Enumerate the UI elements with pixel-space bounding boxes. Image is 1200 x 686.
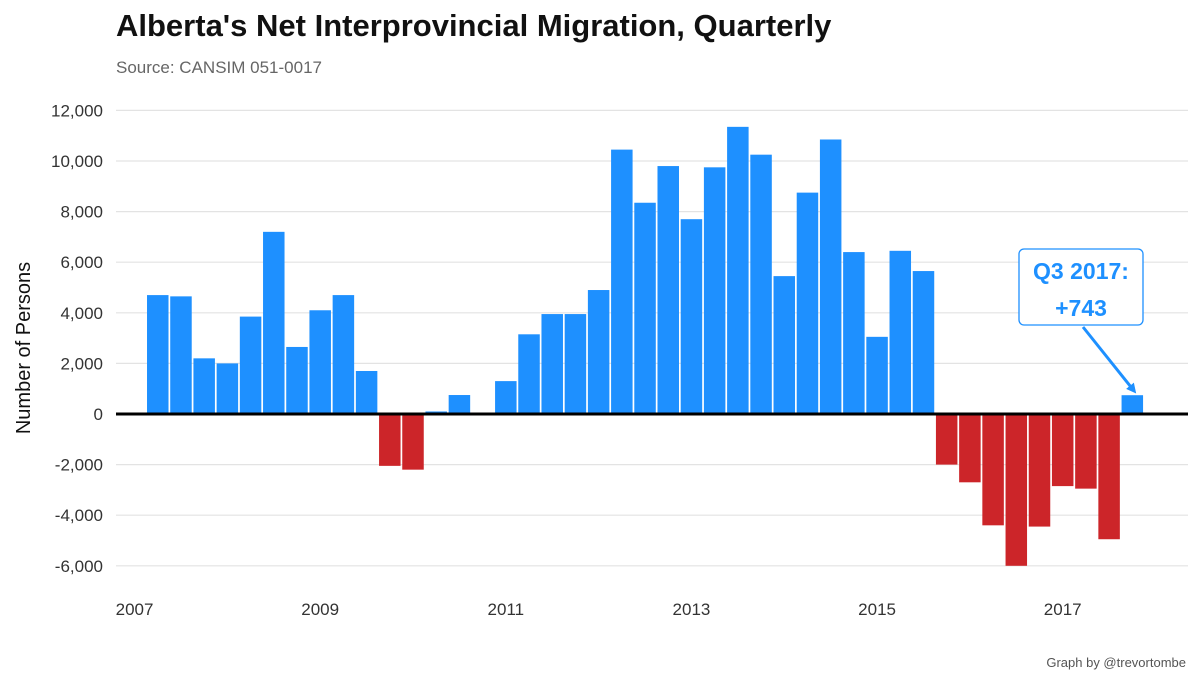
bar <box>263 231 285 414</box>
graph-credit: Graph by @trevortombe <box>1046 655 1186 670</box>
bar <box>912 271 935 414</box>
y-tick-label: 10,000 <box>51 152 103 171</box>
bar <box>564 314 587 414</box>
annotation-arrow <box>1081 326 1137 394</box>
bar <box>982 414 1004 526</box>
bar <box>379 414 401 466</box>
bar <box>959 414 981 483</box>
y-tick-label: 2,000 <box>60 354 103 373</box>
chart-title: Alberta's Net Interprovincial Migration,… <box>116 8 832 43</box>
bar <box>147 295 169 414</box>
chart-subtitle: Source: CANSIM 051-0017 <box>116 58 322 77</box>
bar <box>355 370 378 414</box>
bar <box>309 310 331 414</box>
bar <box>611 149 633 415</box>
bar <box>1121 395 1144 414</box>
x-tick-label: 2009 <box>301 600 339 619</box>
x-tick-label: 2007 <box>116 600 154 619</box>
y-tick-label: 12,000 <box>51 101 103 120</box>
bar <box>1028 414 1051 527</box>
bar <box>216 363 239 414</box>
y-axis-label: Number of Persons <box>13 262 35 434</box>
bar <box>843 252 865 414</box>
bar <box>634 202 656 414</box>
annotation-line2: +743 <box>1055 295 1107 321</box>
x-tick-label: 2013 <box>673 600 711 619</box>
bar <box>518 334 540 414</box>
bar <box>193 358 215 414</box>
y-tick-label: 8,000 <box>60 203 103 222</box>
bar <box>170 296 192 414</box>
bars <box>147 126 1144 566</box>
bar <box>680 219 703 414</box>
x-tick-label: 2015 <box>858 600 896 619</box>
bar <box>657 166 679 414</box>
bar <box>1051 414 1074 487</box>
bar <box>239 316 262 414</box>
bar <box>1005 414 1028 566</box>
bar <box>727 126 749 414</box>
y-tick-label: -4,000 <box>55 506 103 525</box>
annotation-line1: Q3 2017: <box>1033 258 1129 284</box>
bar <box>889 250 912 414</box>
bar <box>796 192 819 414</box>
bar <box>495 381 517 414</box>
bar <box>587 290 610 414</box>
bar <box>402 414 424 470</box>
bar <box>750 154 772 415</box>
axes: -6,000 -4,000 -2,000 0 2,000 4,000 6,000 8,000 1… <box>51 101 1188 619</box>
bar <box>541 314 563 414</box>
bar <box>866 336 888 414</box>
annotation: Q3 2017: +743 <box>1018 248 1144 394</box>
bar <box>935 414 958 465</box>
y-tick-label: -2,000 <box>55 456 103 475</box>
bar <box>286 346 308 414</box>
bar <box>332 295 355 414</box>
x-tick-label: 2017 <box>1044 600 1082 619</box>
bar <box>1075 414 1097 489</box>
y-tick-label: -6,000 <box>55 557 103 576</box>
bar <box>773 276 796 414</box>
y-tick-label: 4,000 <box>60 304 103 323</box>
bar <box>448 395 471 414</box>
bar <box>703 167 726 414</box>
x-tick-label: 2011 <box>488 600 525 619</box>
y-tick-label: 6,000 <box>60 253 103 272</box>
bar <box>1098 414 1120 540</box>
annotation-box <box>1018 248 1144 326</box>
bar <box>819 139 842 414</box>
y-tick-label: 0 <box>94 405 103 424</box>
